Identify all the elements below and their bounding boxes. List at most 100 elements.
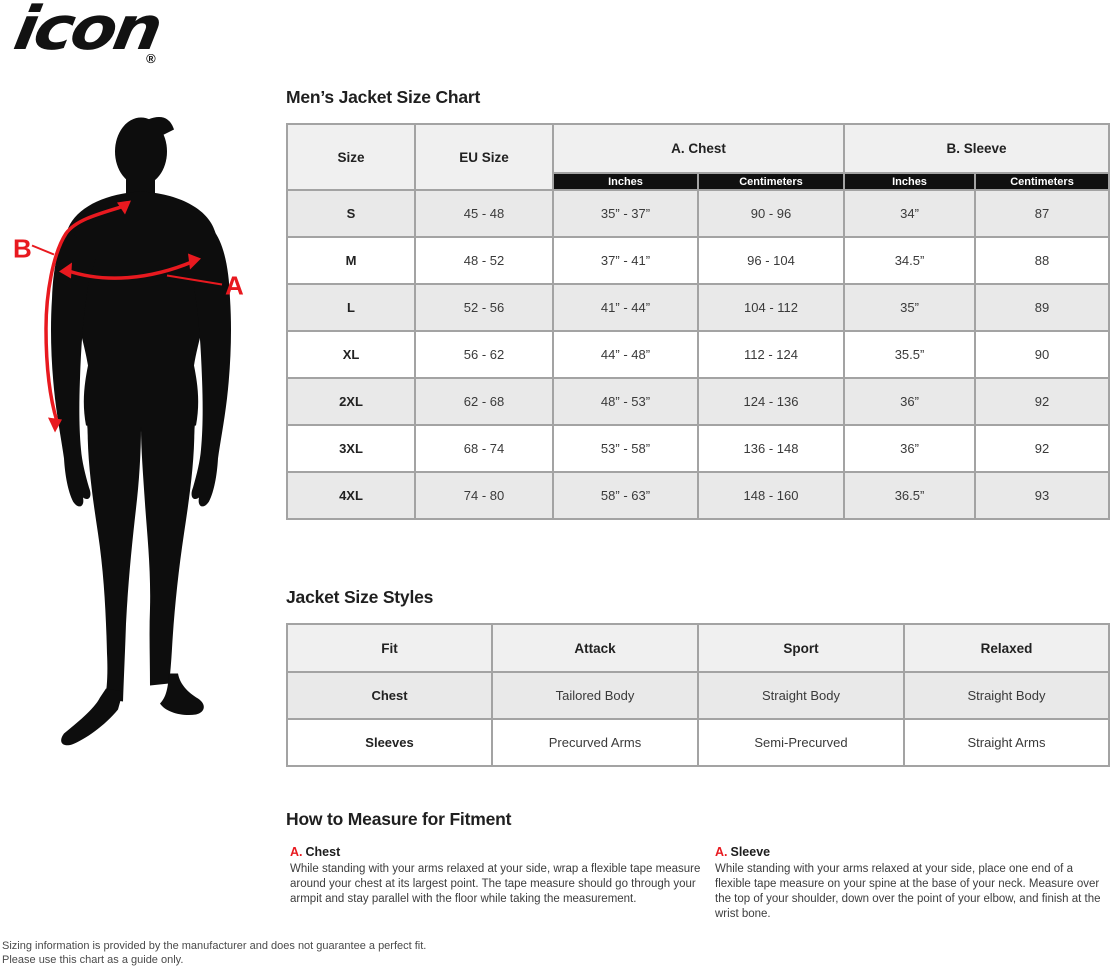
relaxed-sleeves-cell: Straight Arms	[903, 718, 1110, 767]
size-row-4xl: 4XL 74 - 80 58” - 63” 148 - 160 36.5” 93	[286, 471, 1110, 520]
eu-cell: 52 - 56	[414, 283, 554, 332]
sleeve-in-cell: 34.5”	[843, 236, 977, 285]
sleeve-measure-line	[44, 203, 128, 424]
styles-title: Jacket Size Styles	[286, 587, 434, 607]
measurement-lines	[44, 203, 195, 424]
chest-in-cell: 44” - 48”	[552, 330, 699, 379]
size-chart-title: Men’s Jacket Size Chart	[286, 87, 481, 107]
col-header-fit: Fit	[286, 623, 493, 673]
sleeve-in-cell: 35.5”	[843, 330, 977, 379]
measure-sleeve-name: Sleeve	[730, 845, 771, 859]
size-row-s: S 45 - 48 35” - 37” 90 - 96 34” 87	[286, 189, 1110, 238]
measurement-figure: A B	[13, 117, 244, 746]
size-row-m: M 48 - 52 37” - 41” 96 - 104 34.5” 88	[286, 236, 1110, 285]
size-cell: 3XL	[286, 424, 416, 473]
subheader-sleeve-centimeters: Centimeters	[974, 172, 1110, 191]
content-column: Men’s Jacket Size Chart Size EU Size A. …	[286, 0, 1110, 967]
chest-cm-cell: 148 - 160	[696, 471, 846, 520]
disclaimer-line-2: Please use this chart as a guide only.	[2, 954, 184, 966]
attack-sleeves-cell: Precurved Arms	[491, 718, 699, 767]
measure-sleeve-section: A. Sleeve While standing with your arms r…	[715, 845, 1108, 922]
col-header-attack: Attack	[491, 623, 699, 673]
col-header-size: Size	[286, 123, 416, 191]
sleeve-cm-cell: 92	[974, 424, 1110, 473]
pointer-line-a	[166, 274, 223, 286]
row-label-chest: Chest	[286, 671, 493, 720]
sleeve-cm-cell: 93	[974, 471, 1110, 520]
measure-sleeve-text: While standing with your arms relaxed at…	[715, 863, 1101, 920]
sleeve-cm-cell: 92	[974, 377, 1110, 426]
measure-chest-text: While standing with your arms relaxed at…	[290, 863, 701, 905]
sleeve-in-cell: 35”	[843, 283, 977, 332]
registered-trademark-symbol: ®	[146, 51, 156, 66]
measure-chest-heading: A. Chest	[290, 845, 704, 859]
mens-jacket-size-table: Size EU Size A. Chest B. Sleeve Inches C…	[286, 123, 1110, 520]
sleeve-in-cell: 36.5”	[843, 471, 977, 520]
chest-cm-cell: 96 - 104	[696, 236, 846, 285]
measure-chest-section: A. Chest While standing with your arms re…	[290, 845, 704, 907]
chest-cm-cell: 136 - 148	[696, 424, 846, 473]
attack-chest-cell: Tailored Body	[491, 671, 699, 720]
chest-measure-line	[65, 259, 195, 280]
col-header-eu-size: EU Size	[414, 123, 554, 191]
col-header-sleeve: B. Sleeve	[843, 123, 1110, 174]
chest-in-cell: 48” - 53”	[552, 377, 699, 426]
size-cell: 2XL	[286, 377, 416, 426]
disclaimer-footer: Sizing information is provided by the ma…	[2, 939, 426, 967]
size-table-header-row: Size EU Size A. Chest B. Sleeve	[286, 123, 1110, 191]
col-header-chest: A. Chest	[551, 123, 846, 174]
chest-in-cell: 53” - 58”	[552, 424, 699, 473]
sport-sleeves-cell: Semi-Precurved	[697, 718, 905, 767]
sleeve-in-cell: 36”	[843, 424, 977, 473]
sleeve-cm-cell: 88	[974, 236, 1110, 285]
measure-chest-letter: A.	[290, 845, 303, 859]
size-cell: S	[286, 189, 416, 238]
subheader-sleeve-inches: Inches	[843, 172, 977, 191]
disclaimer-line-1: Sizing information is provided by the ma…	[2, 940, 427, 952]
label-pointer-lines	[31, 244, 223, 286]
col-header-sport: Sport	[697, 623, 905, 673]
chest-in-cell: 35” - 37”	[552, 189, 699, 238]
eu-cell: 62 - 68	[414, 377, 554, 426]
chest-cm-cell: 124 - 136	[696, 377, 846, 426]
jacket-size-styles-table: Fit Attack Sport Relaxed Chest Tailored …	[286, 623, 1110, 767]
sleeve-in-cell: 34”	[843, 189, 977, 238]
chest-cm-cell: 90 - 96	[696, 189, 846, 238]
chest-in-cell: 58” - 63”	[552, 471, 699, 520]
sleeve-label-b: B	[13, 234, 32, 264]
eu-cell: 68 - 74	[414, 424, 554, 473]
col-header-relaxed: Relaxed	[903, 623, 1110, 673]
styles-header-row: Fit Attack Sport Relaxed	[286, 623, 1110, 673]
pointer-line-b	[31, 244, 55, 256]
measure-arrowheads	[48, 200, 201, 433]
chest-label-a: A	[225, 271, 244, 301]
styles-row-sleeves: Sleeves Precurved Arms Semi-Precurved St…	[286, 718, 1110, 767]
eu-cell: 48 - 52	[414, 236, 554, 285]
measure-sleeve-letter: A.	[715, 845, 728, 859]
size-cell: 4XL	[286, 471, 416, 520]
styles-row-chest: Chest Tailored Body Straight Body Straig…	[286, 671, 1110, 720]
relaxed-chest-cell: Straight Body	[903, 671, 1110, 720]
size-row-2xl: 2XL 62 - 68 48” - 53” 124 - 136 36” 92	[286, 377, 1110, 426]
sleeve-cm-cell: 87	[974, 189, 1110, 238]
size-row-xl: XL 56 - 62 44” - 48” 112 - 124 35.5” 90	[286, 330, 1110, 379]
eu-cell: 45 - 48	[414, 189, 554, 238]
size-row-l: L 52 - 56 41” - 44” 104 - 112 35” 89	[286, 283, 1110, 332]
measure-sleeve-heading: A. Sleeve	[715, 845, 1108, 859]
measure-chest-name: Chest	[305, 845, 341, 859]
sport-chest-cell: Straight Body	[697, 671, 905, 720]
eu-cell: 56 - 62	[414, 330, 554, 379]
size-cell: M	[286, 236, 416, 285]
sleeve-in-cell: 36”	[843, 377, 977, 426]
subheader-chest-centimeters: Centimeters	[696, 172, 846, 191]
male-silhouette	[51, 117, 231, 746]
subheader-chest-inches: Inches	[552, 172, 699, 191]
chest-in-cell: 37” - 41”	[552, 236, 699, 285]
icon-logo: icon®	[8, 0, 250, 66]
size-row-3xl: 3XL 68 - 74 53” - 58” 136 - 148 36” 92	[286, 424, 1110, 473]
size-cell: XL	[286, 330, 416, 379]
size-cell: L	[286, 283, 416, 332]
chest-in-cell: 41” - 44”	[552, 283, 699, 332]
icon-logo-wordmark: icon	[8, 0, 165, 64]
sleeve-cm-cell: 89	[974, 283, 1110, 332]
